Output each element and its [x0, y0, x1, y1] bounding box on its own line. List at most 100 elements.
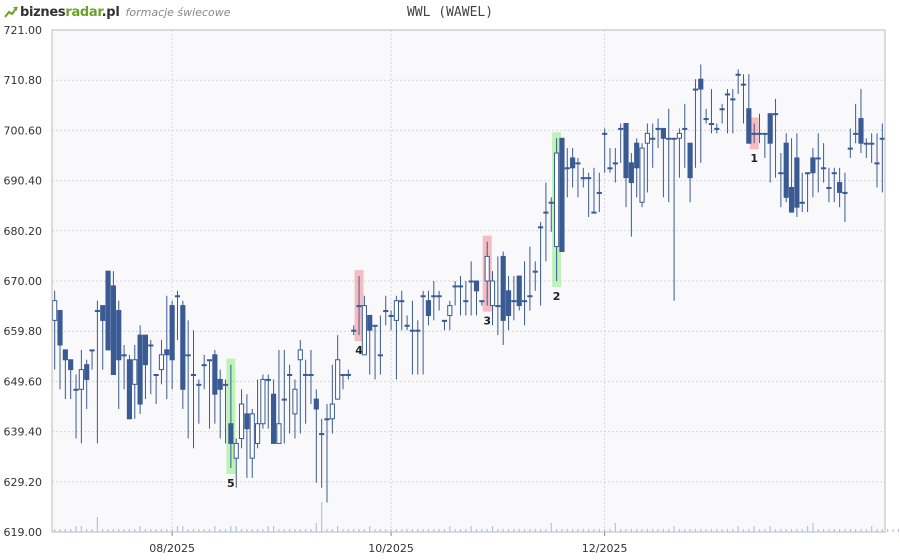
candle-body — [329, 403, 335, 420]
y-tick-label: 700.60 — [4, 124, 43, 137]
candle — [516, 275, 522, 311]
candle — [180, 300, 186, 409]
candle-body — [190, 374, 197, 377]
candle-body — [110, 285, 116, 376]
candle — [217, 369, 223, 439]
candle — [772, 98, 779, 178]
candle — [137, 325, 143, 414]
candle-body — [217, 378, 223, 390]
candle — [62, 349, 68, 400]
candle-body — [564, 167, 570, 170]
candle-body — [591, 211, 597, 214]
candle — [489, 271, 496, 326]
candle — [799, 172, 805, 213]
candle — [639, 143, 645, 208]
candle-body — [527, 295, 533, 298]
logo-text-accent: radar — [65, 4, 102, 20]
candle-body — [602, 132, 608, 135]
candle-body — [132, 359, 138, 385]
candle — [837, 167, 843, 208]
candle — [505, 276, 512, 331]
candle — [618, 123, 624, 163]
candle-body — [559, 137, 565, 252]
candle — [351, 325, 357, 336]
chart-title: WWL (WAWEL) — [406, 5, 494, 20]
candle — [361, 295, 367, 356]
candle-body — [356, 305, 362, 308]
logo[interactable]: biznesradar.pl formacje świecowe — [4, 3, 231, 21]
candle-body — [287, 374, 293, 377]
x-tick-label: 12/2025 — [582, 542, 628, 555]
candle-body — [831, 172, 837, 175]
candle — [751, 123, 757, 144]
candle — [228, 364, 234, 469]
candle-body — [730, 98, 736, 101]
candle — [196, 379, 202, 424]
candle-body — [735, 73, 741, 76]
plot-border — [51, 29, 886, 533]
candle-body — [452, 285, 458, 288]
candle-body — [837, 182, 843, 193]
candle — [538, 221, 544, 306]
candle-body — [142, 334, 149, 366]
candle-body — [682, 127, 688, 130]
x-axis: 08/2025 10/2025 12/2025 — [149, 532, 628, 555]
candle — [660, 127, 666, 198]
candle — [356, 276, 362, 336]
candle — [254, 379, 261, 449]
candle — [447, 300, 453, 331]
candle-body — [644, 132, 650, 144]
candle — [415, 320, 421, 375]
candle-body — [586, 177, 592, 180]
pattern-label-4: 4 — [355, 344, 363, 357]
candle — [874, 133, 880, 188]
candle — [484, 241, 490, 306]
candle-body — [367, 314, 373, 331]
candle-body — [94, 310, 100, 313]
y-tick-label: 670.00 — [4, 275, 43, 288]
candle-body — [858, 118, 864, 144]
candle-body — [879, 137, 885, 140]
candle-body — [473, 280, 480, 292]
candle-body — [708, 123, 715, 126]
candle-body — [153, 374, 159, 377]
candle-body — [575, 162, 581, 165]
candle-body — [292, 388, 298, 415]
candle-body — [233, 442, 239, 459]
candle — [265, 374, 271, 429]
candle — [212, 349, 218, 424]
candle-body — [319, 433, 325, 436]
candle — [756, 113, 763, 144]
candle-body — [457, 285, 464, 288]
candle-body — [484, 255, 490, 282]
candle-body — [260, 378, 266, 425]
candle-body — [511, 300, 517, 303]
candle-body — [265, 378, 271, 381]
candle — [206, 359, 213, 429]
candle-body — [495, 305, 501, 308]
pattern-label-1: 1 — [750, 152, 758, 165]
candle-body — [719, 108, 725, 111]
candle — [730, 89, 736, 134]
candle — [174, 290, 181, 341]
candle-body — [751, 132, 757, 135]
candle-body — [308, 374, 314, 377]
x-tick-label: 08/2025 — [149, 542, 195, 555]
candle — [853, 103, 859, 144]
candle — [602, 128, 608, 173]
candle-body — [409, 329, 416, 332]
candle-body — [869, 142, 875, 145]
candle — [335, 335, 341, 400]
candle-body — [580, 177, 586, 180]
candle — [436, 290, 442, 311]
candle — [271, 379, 277, 444]
candle-body — [62, 349, 68, 361]
candle — [303, 359, 309, 424]
candle-body — [174, 295, 181, 298]
candle — [644, 123, 650, 193]
candle-body — [538, 226, 544, 229]
candle — [468, 261, 474, 316]
logo-text: biznesradar.pl — [20, 4, 120, 20]
candle-body — [810, 157, 816, 174]
candle — [383, 295, 389, 326]
